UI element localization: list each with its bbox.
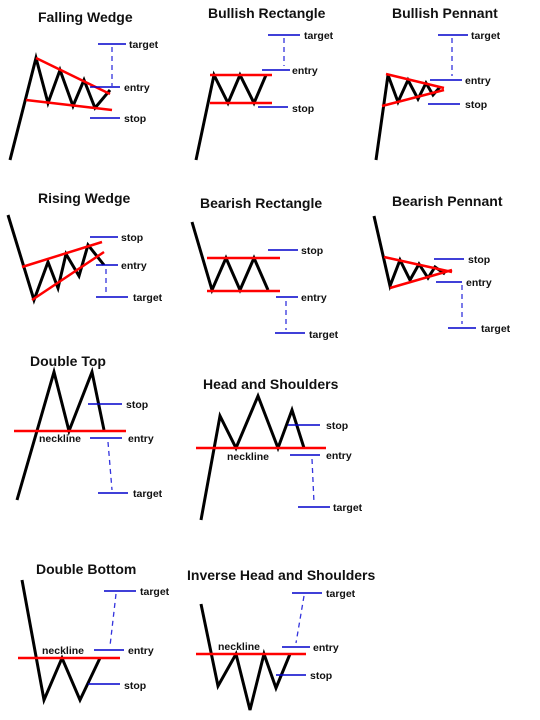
bullish-pennant-upper-trendline: [386, 74, 444, 88]
bullish-pennant-stop-label: stop: [465, 99, 487, 111]
bearish-pennant-stop-label: stop: [468, 254, 490, 266]
head-and-shoulders-panel: Head and Shoulders stop neckline entry t…: [196, 376, 363, 520]
head-and-shoulders-stop-label: stop: [326, 420, 348, 432]
inverse-head-and-shoulders-stop-label: stop: [310, 670, 332, 682]
double-bottom-price-line: [22, 580, 100, 700]
rising-wedge-title: Rising Wedge: [38, 190, 131, 206]
double-bottom-panel: Double Bottom target neckline entry stop: [18, 561, 170, 700]
head-and-shoulders-target-label: target: [333, 502, 363, 514]
bullish-rectangle-price-line: [196, 75, 266, 160]
bullish-rectangle-entry-label: entry: [292, 65, 318, 77]
rising-wedge-upper-trendline: [22, 242, 102, 267]
bearish-rectangle-target-label: target: [309, 329, 339, 341]
bullish-pennant-panel: Bullish Pennant target entry stop: [376, 5, 501, 160]
bullish-rectangle-target-label: target: [304, 30, 334, 42]
bullish-rectangle-stop-label: stop: [292, 103, 314, 115]
head-and-shoulders-title: Head and Shoulders: [203, 376, 339, 392]
rising-wedge-entry-label: entry: [121, 260, 147, 272]
bearish-pennant-lower-trendline: [390, 270, 452, 288]
bullish-pennant-entry-label: entry: [465, 75, 491, 87]
bearish-pennant-title: Bearish Pennant: [392, 193, 503, 209]
inverse-head-and-shoulders-neckline-label: neckline: [218, 641, 260, 653]
bearish-pennant-target-label: target: [481, 323, 511, 335]
bearish-rectangle-price-line: [192, 222, 268, 290]
rising-wedge-target-label: target: [133, 292, 163, 304]
head-and-shoulders-entry-label: entry: [326, 450, 352, 462]
double-top-stop-label: stop: [126, 399, 148, 411]
bullish-pennant-price-line: [376, 75, 440, 160]
double-top-neckline-label: neckline: [39, 433, 81, 445]
double-bottom-target-projection: [110, 594, 116, 646]
double-top-title: Double Top: [30, 353, 106, 369]
falling-wedge-target-label: target: [129, 39, 159, 51]
rising-wedge-stop-label: stop: [121, 232, 143, 244]
inverse-head-and-shoulders-price-line: [201, 604, 290, 710]
double-top-target-projection: [108, 442, 112, 490]
inverse-head-and-shoulders-target-projection: [296, 596, 304, 643]
bearish-pennant-panel: Bearish Pennant stop entry target: [374, 193, 511, 335]
double-top-entry-label: entry: [128, 433, 154, 445]
inverse-head-and-shoulders-target-label: target: [326, 588, 356, 600]
bearish-pennant-entry-label: entry: [466, 277, 492, 289]
bearish-rectangle-entry-label: entry: [301, 292, 327, 304]
double-bottom-neckline-label: neckline: [42, 645, 84, 657]
inverse-head-and-shoulders-entry-label: entry: [313, 642, 339, 654]
head-and-shoulders-neckline-label: neckline: [227, 451, 269, 463]
bullish-pennant-target-label: target: [471, 30, 501, 42]
inverse-head-and-shoulders-title: Inverse Head and Shoulders: [187, 567, 375, 583]
falling-wedge-upper-trendline: [36, 58, 110, 94]
inverse-head-and-shoulders-panel: Inverse Head and Shoulders target neckli…: [187, 567, 375, 710]
falling-wedge-panel: Falling Wedge target entry stop: [10, 9, 159, 160]
bearish-rectangle-title: Bearish Rectangle: [200, 195, 322, 211]
bullish-rectangle-panel: Bullish Rectangle target entry stop: [196, 5, 334, 160]
double-bottom-target-label: target: [140, 586, 170, 598]
falling-wedge-entry-label: entry: [124, 82, 150, 94]
bearish-rectangle-panel: Bearish Rectangle stop entry target: [192, 195, 339, 341]
falling-wedge-stop-label: stop: [124, 113, 146, 125]
double-top-target-label: target: [133, 488, 163, 500]
bearish-rectangle-stop-label: stop: [301, 245, 323, 257]
head-and-shoulders-target-projection: [312, 459, 314, 503]
rising-wedge-panel: Rising Wedge stop entry target: [8, 190, 163, 304]
double-bottom-entry-label: entry: [128, 645, 154, 657]
double-bottom-title: Double Bottom: [36, 561, 136, 577]
bullish-rectangle-title: Bullish Rectangle: [208, 5, 326, 21]
double-bottom-stop-label: stop: [124, 680, 146, 692]
double-top-panel: Double Top stop neckline entry target: [14, 353, 163, 500]
bullish-pennant-title: Bullish Pennant: [392, 5, 498, 21]
falling-wedge-title: Falling Wedge: [38, 9, 133, 25]
